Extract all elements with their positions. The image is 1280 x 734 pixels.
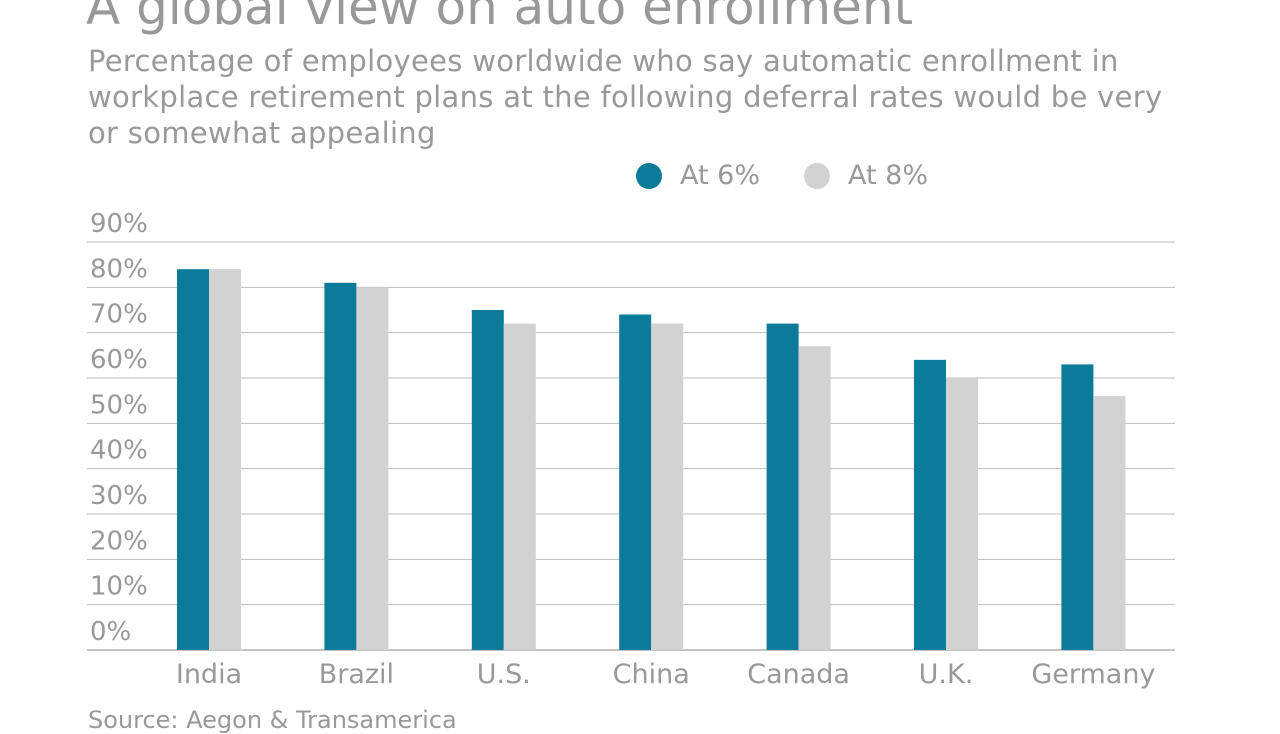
bar-india-6pct [177, 269, 209, 650]
y-tick-label: 50% [90, 390, 148, 420]
y-tick-label: 60% [90, 345, 148, 375]
x-category-label: U.S. [477, 659, 531, 690]
bar-canada-6pct [766, 323, 799, 650]
bar-india-8pct [209, 269, 241, 650]
bar-uk-6pct [914, 359, 946, 650]
chart-title: A global view on auto enrollment [86, 0, 914, 36]
legend-swatch-8pct [804, 162, 830, 189]
legend-item-6pct: At 6% [636, 160, 760, 191]
x-category-label: China [613, 659, 690, 690]
chart-subtitle: Percentage of employees worldwide who sa… [88, 44, 1163, 150]
bar-china-6pct [619, 314, 652, 650]
y-tick-label: 70% [90, 300, 148, 330]
x-category-label: Brazil [319, 659, 394, 690]
legend-swatch-6pct [636, 162, 662, 189]
y-tick-label: 0% [90, 617, 131, 647]
bar-brazil-8pct [356, 287, 389, 650]
bar-us-6pct [471, 310, 504, 650]
bar-germany-8pct [1093, 396, 1126, 650]
y-tick-label: 90% [90, 209, 148, 239]
source-note: Source: Aegon & Transamerica [88, 706, 457, 734]
bar-germany-6pct [1061, 364, 1094, 650]
y-tick-label: 30% [90, 481, 148, 511]
legend-item-8pct: At 8% [804, 160, 928, 191]
legend-label-8pct: At 8% [848, 160, 928, 191]
y-tick-label: 80% [90, 254, 148, 284]
bar-us-8pct [503, 323, 536, 650]
x-category-label: Canada [747, 659, 850, 690]
bar-uk-8pct [946, 378, 978, 650]
bar-brazil-6pct [324, 282, 357, 650]
x-category-label: India [176, 659, 242, 690]
x-category-label: U.K. [919, 659, 974, 690]
y-tick-label: 40% [90, 436, 148, 466]
bar-canada-8pct [798, 346, 831, 650]
y-tick-label: 10% [90, 572, 148, 602]
y-tick-label: 20% [90, 526, 148, 556]
bar-china-8pct [651, 323, 684, 650]
legend-label-6pct: At 6% [680, 160, 760, 191]
x-category-label: Germany [1031, 659, 1155, 690]
